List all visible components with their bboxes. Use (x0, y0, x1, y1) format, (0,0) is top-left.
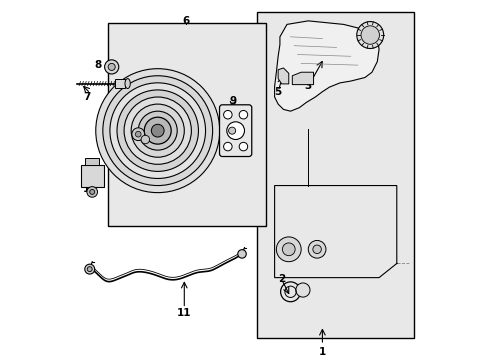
Circle shape (108, 63, 115, 71)
Circle shape (84, 264, 95, 274)
Text: 10: 10 (83, 184, 98, 194)
Circle shape (228, 127, 235, 134)
Ellipse shape (125, 78, 130, 89)
Circle shape (87, 267, 92, 271)
Circle shape (226, 122, 244, 140)
Polygon shape (274, 21, 378, 111)
Circle shape (131, 104, 184, 157)
Bar (85, 158, 99, 165)
Circle shape (239, 111, 247, 119)
Text: 1: 1 (318, 347, 325, 357)
Polygon shape (292, 72, 313, 85)
Text: 5: 5 (274, 87, 281, 97)
FancyBboxPatch shape (219, 105, 251, 157)
Circle shape (104, 60, 119, 74)
Polygon shape (278, 68, 288, 84)
Circle shape (295, 283, 309, 297)
Text: 9: 9 (229, 95, 236, 105)
Text: 3: 3 (304, 81, 311, 91)
Circle shape (237, 249, 246, 258)
Circle shape (138, 111, 177, 150)
Circle shape (223, 111, 232, 119)
Bar (256, 12, 414, 338)
Circle shape (144, 117, 171, 144)
Circle shape (360, 26, 379, 44)
Circle shape (307, 240, 325, 258)
Circle shape (239, 142, 247, 151)
Text: 2: 2 (278, 274, 285, 284)
Circle shape (90, 189, 95, 194)
Circle shape (276, 237, 301, 262)
Circle shape (356, 22, 383, 49)
Circle shape (124, 97, 191, 164)
Text: 7: 7 (83, 92, 90, 102)
Circle shape (141, 135, 149, 144)
Circle shape (312, 245, 321, 253)
Text: 8: 8 (94, 60, 101, 70)
Circle shape (151, 124, 164, 137)
Text: 4: 4 (373, 35, 380, 45)
Bar (108, 23, 265, 226)
Text: 6: 6 (182, 16, 189, 26)
Circle shape (282, 243, 295, 256)
Circle shape (87, 186, 97, 197)
Polygon shape (274, 185, 396, 278)
Text: 11: 11 (177, 308, 191, 318)
Circle shape (132, 128, 144, 140)
Circle shape (110, 83, 205, 179)
Circle shape (102, 76, 212, 185)
Circle shape (135, 131, 141, 137)
Bar (115, 79, 125, 88)
Bar (81, 165, 103, 187)
Circle shape (96, 69, 219, 193)
Circle shape (223, 142, 232, 151)
Circle shape (117, 90, 198, 171)
